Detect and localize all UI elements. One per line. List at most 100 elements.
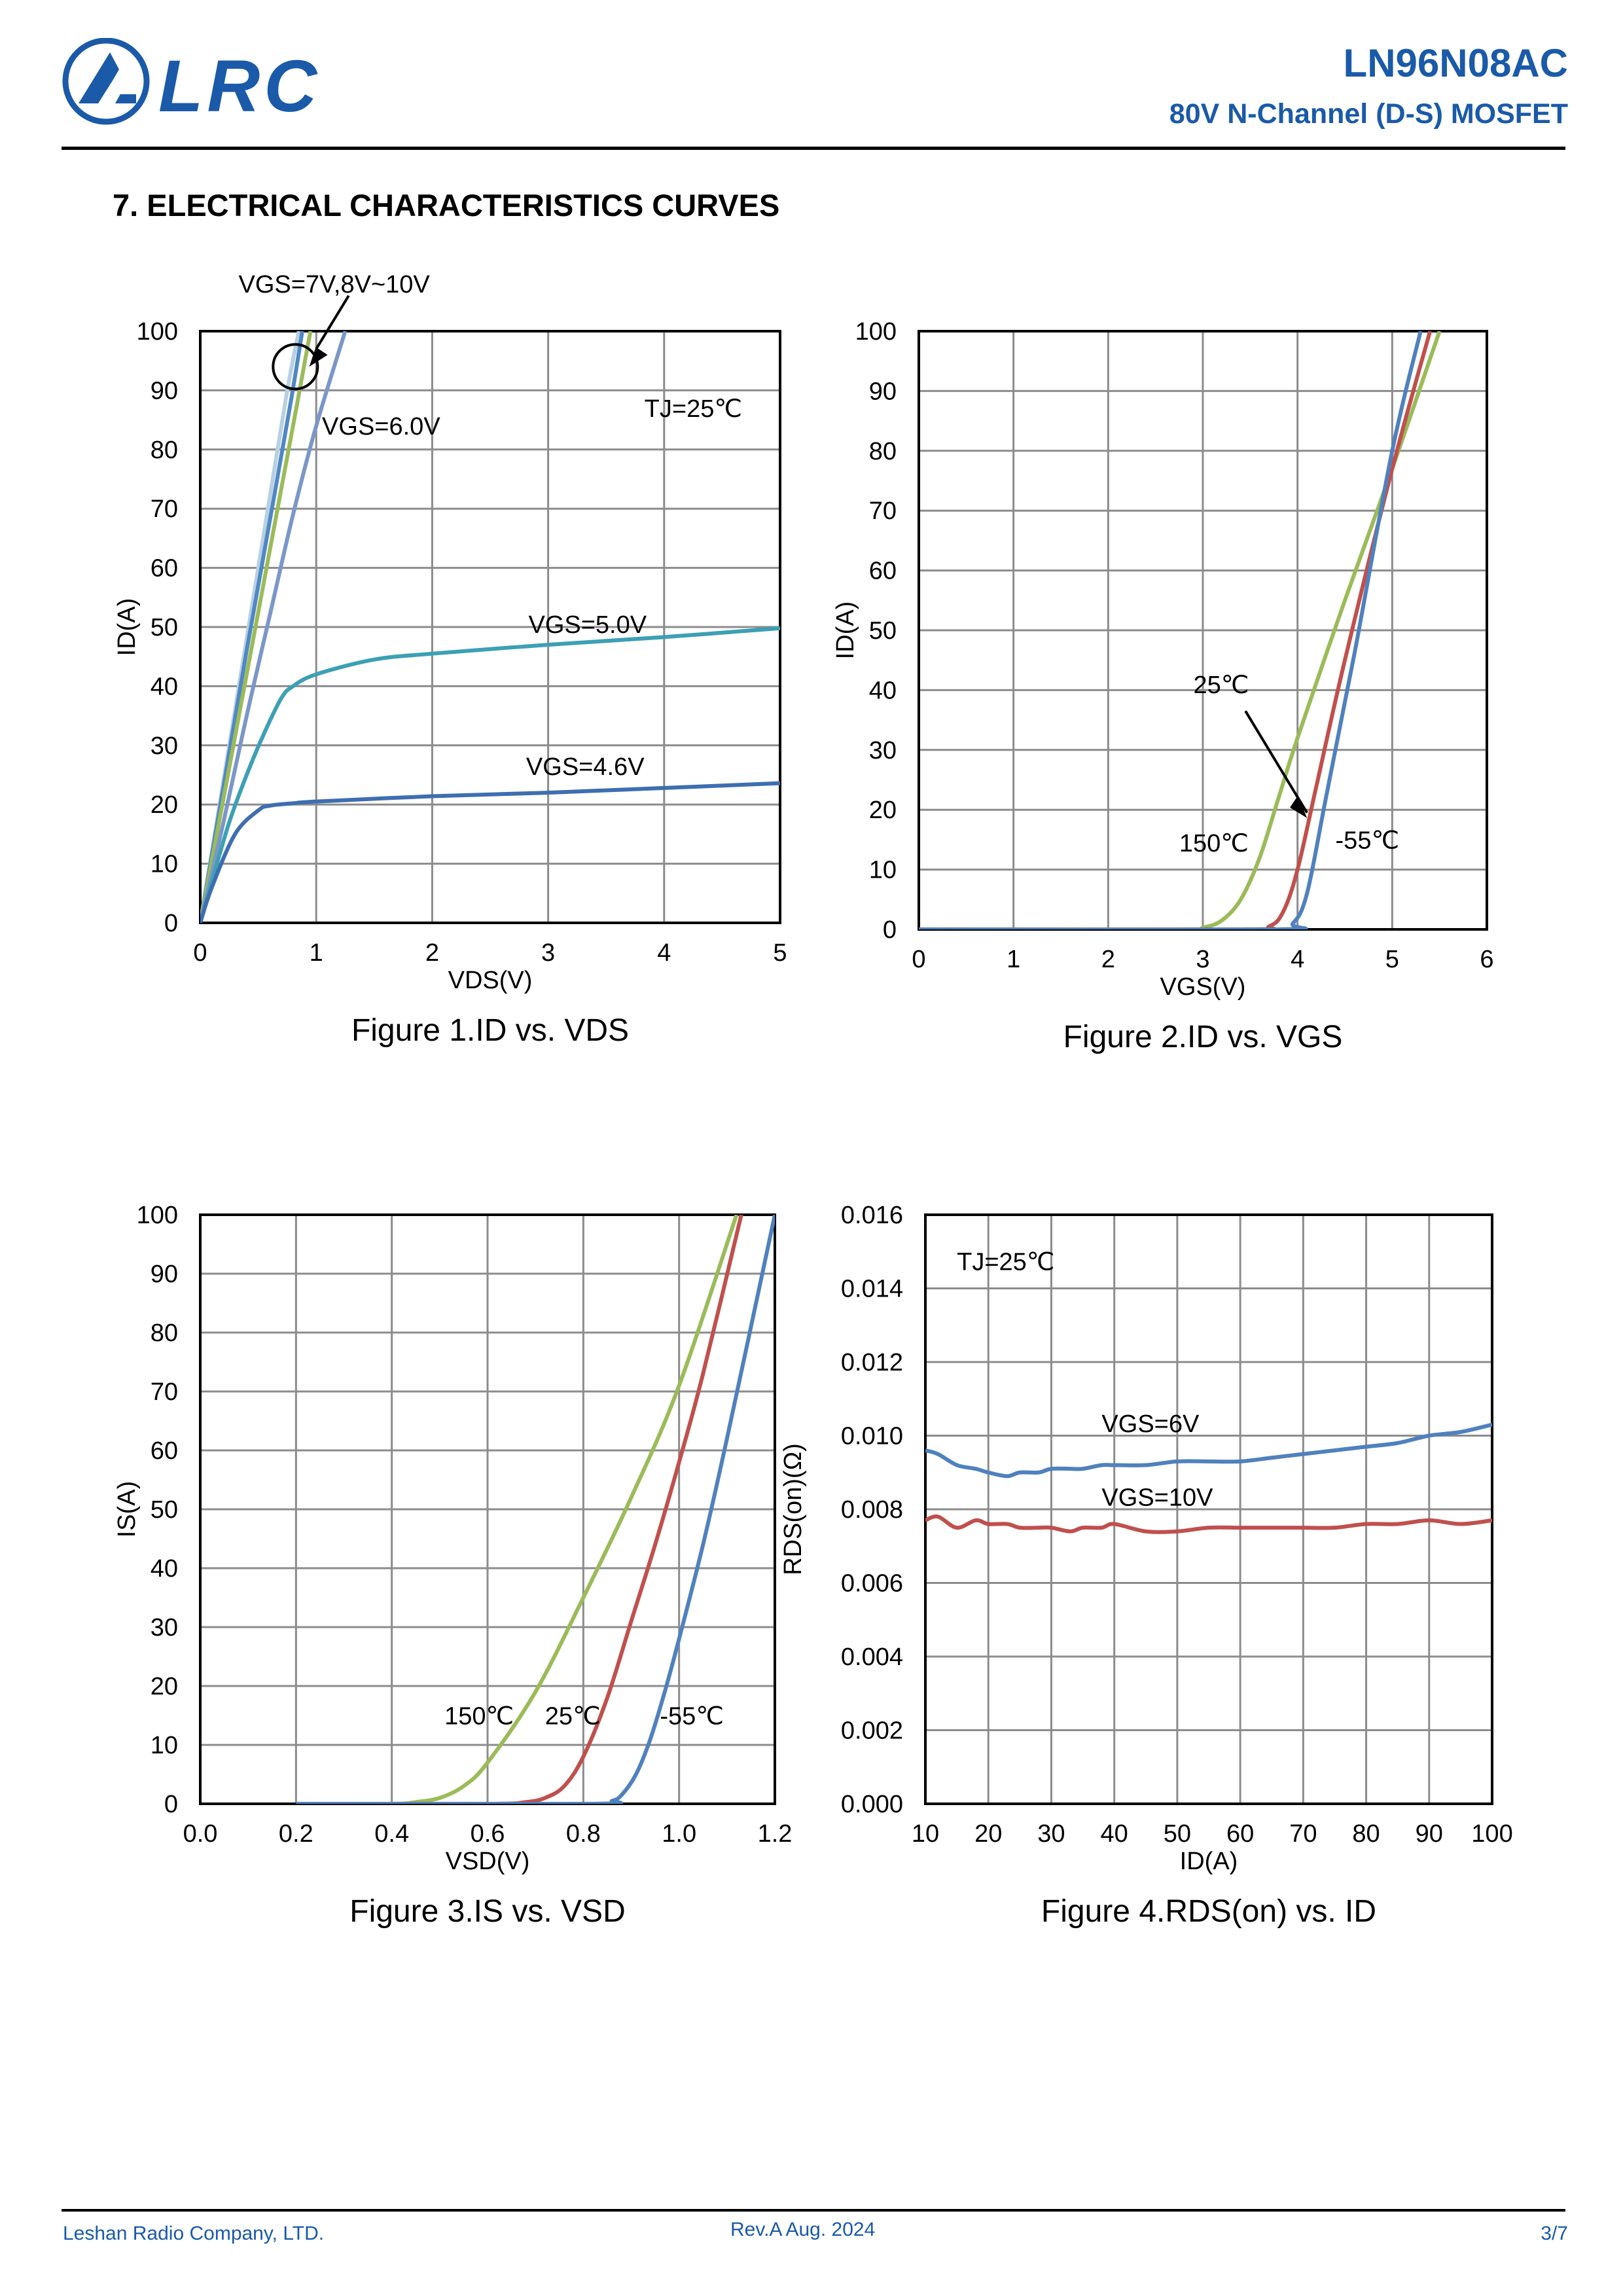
characteristics-charts: 0 1 2 3 4 50102030405060708090100VGS=7V,8V~10… xyxy=(113,271,1513,1929)
x-tick-label: 0.6 xyxy=(471,1820,505,1848)
footer-page-number: 3/7 xyxy=(1541,2223,1568,2244)
series-line--55- xyxy=(919,331,1423,929)
y-tick-label: 40 xyxy=(151,1555,178,1583)
annotation-label: -55℃ xyxy=(1336,827,1400,855)
y-tick-label: 0.008 xyxy=(841,1496,903,1524)
y-tick-label: 0 xyxy=(164,1791,178,1818)
y-tick-label: 40 xyxy=(869,677,897,704)
annotation-label: 150℃ xyxy=(444,1703,514,1731)
figure-caption: Figure 4.RDS(on) vs. ID xyxy=(1041,1894,1376,1929)
annotation-label: TJ=25℃ xyxy=(645,395,742,423)
x-tick-label: 1 xyxy=(310,939,323,967)
x-axis-label: VSD(V) xyxy=(446,1848,530,1875)
x-tick-label: 1.0 xyxy=(662,1820,696,1848)
annotation-arrow-icon xyxy=(315,295,350,350)
series-line--55- xyxy=(296,1215,775,1804)
part-number: LN96N08AC xyxy=(1343,41,1568,85)
y-tick-label: 70 xyxy=(869,497,897,525)
x-axis-label: VGS(V) xyxy=(1160,973,1246,1001)
y-tick-label: 80 xyxy=(869,438,897,465)
series-group xyxy=(200,331,780,923)
y-axis-label: IS(A) xyxy=(113,1481,141,1538)
y-tick-label: 50 xyxy=(151,614,178,641)
y-tick-label: 50 xyxy=(869,617,897,645)
section-title: 7. ELECTRICAL CHARACTERISTICS CURVES xyxy=(113,188,780,223)
footer-divider xyxy=(62,2209,1565,2212)
annotation-label: 25℃ xyxy=(1194,672,1249,699)
x-tick-label: 70 xyxy=(1289,1820,1317,1848)
annotation-label: TJ=25℃ xyxy=(957,1248,1054,1276)
y-tick-label: 30 xyxy=(869,737,897,764)
series-line-vgs-5-0v xyxy=(200,626,780,923)
y-tick-label: 90 xyxy=(151,377,178,404)
series-group xyxy=(925,1422,1492,1534)
x-tick-label: 60 xyxy=(1226,1820,1254,1848)
y-tick-label: 80 xyxy=(151,1319,178,1347)
y-axis-label: RDS(on)(Ω) xyxy=(779,1443,807,1575)
y-tick-label: 0.006 xyxy=(841,1570,903,1598)
series-group xyxy=(919,331,1442,929)
series-line-vgs-10v xyxy=(925,1514,1492,1534)
y-tick-label: 10 xyxy=(869,857,897,884)
y-tick-label: 20 xyxy=(869,797,897,824)
y-tick-label: 0.012 xyxy=(841,1349,903,1376)
x-tick-label: 10 xyxy=(912,1820,939,1848)
series-line-vgs-6-0v xyxy=(200,331,348,923)
x-tick-label: 3 xyxy=(541,939,555,967)
figure-caption: Figure 3.IS vs. VSD xyxy=(349,1894,625,1929)
annotation-label: VGS=6V xyxy=(1101,1410,1200,1438)
x-tick-label: 0 xyxy=(912,946,925,973)
y-tick-label: 100 xyxy=(855,318,897,346)
annotation-label: VGS=4.6V xyxy=(526,753,645,781)
annotation-arrow-icon xyxy=(1244,710,1308,814)
y-tick-label: 20 xyxy=(151,791,178,819)
figure-caption: Figure 1.ID vs. VDS xyxy=(351,1013,629,1048)
y-tick-label: 100 xyxy=(137,1202,178,1229)
y-tick-label: 60 xyxy=(151,555,178,583)
y-tick-label: 70 xyxy=(151,495,178,523)
x-axis-label: VDS(V) xyxy=(448,967,533,994)
footer-company: Leshan Radio Company, LTD. xyxy=(63,2223,325,2244)
series-line-vgs-6v xyxy=(925,1422,1492,1479)
x-tick-label: 2 xyxy=(1101,946,1115,973)
x-axis-label: ID(A) xyxy=(1180,1848,1238,1875)
plot-frame xyxy=(199,330,781,924)
y-tick-label: 0.016 xyxy=(841,1202,903,1229)
y-tick-label: 0 xyxy=(164,910,178,937)
series-group xyxy=(296,1215,775,1804)
x-tick-label: 0.8 xyxy=(566,1820,601,1848)
fig4-chart: 10 20 30 40 50 60 70 80 90 100 0.000 0.002 0.004 0.00… xyxy=(779,1202,1513,1929)
y-tick-label: 80 xyxy=(151,437,178,464)
annotation-label: VGS=7V,8V~10V xyxy=(238,271,430,298)
y-tick-label: 10 xyxy=(151,1732,178,1759)
x-tick-label: 40 xyxy=(1101,1820,1128,1848)
y-tick-label: 30 xyxy=(151,1614,178,1641)
x-tick-label: 100 xyxy=(1471,1820,1512,1848)
x-tick-label: 4 xyxy=(657,939,671,967)
y-tick-label: 70 xyxy=(151,1378,178,1406)
y-tick-label: 90 xyxy=(869,378,897,405)
annotation-label: -55℃ xyxy=(660,1703,724,1731)
y-tick-label: 0.010 xyxy=(841,1423,903,1450)
y-tick-label: 50 xyxy=(151,1496,178,1524)
y-tick-label: 60 xyxy=(151,1437,178,1465)
y-tick-label: 20 xyxy=(151,1673,178,1700)
x-tick-label: 80 xyxy=(1352,1820,1380,1848)
highlight-circle-icon xyxy=(272,343,319,391)
x-tick-label: 3 xyxy=(1196,946,1209,973)
y-axis-label: ID(A) xyxy=(113,598,141,656)
header-divider xyxy=(62,147,1565,150)
y-tick-label: 40 xyxy=(151,673,178,700)
footer-revision: Rev.A Aug. 2024 xyxy=(730,2219,876,2240)
x-tick-label: 5 xyxy=(773,939,787,967)
x-tick-label: 0 xyxy=(193,939,207,967)
y-tick-label: 100 xyxy=(137,318,178,346)
x-tick-label: 2 xyxy=(425,939,439,967)
x-tick-label: 6 xyxy=(1480,946,1493,973)
y-tick-label: 0.014 xyxy=(841,1276,903,1303)
arrow-head-icon xyxy=(309,347,328,367)
y-tick-label: 0.002 xyxy=(841,1717,903,1745)
arrow-head-icon xyxy=(1290,795,1308,818)
lrc-logo: LRC xyxy=(62,38,317,127)
